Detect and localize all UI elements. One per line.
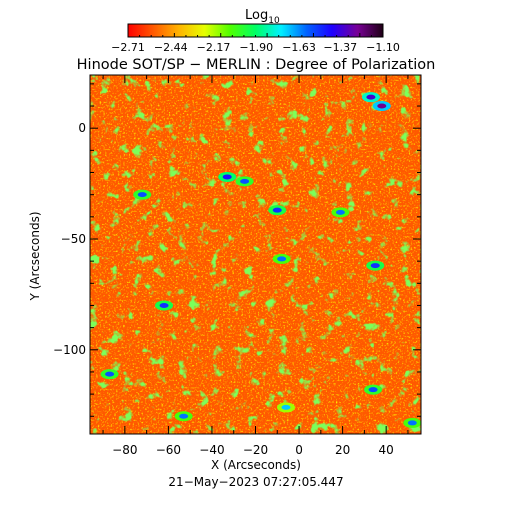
feature-core	[240, 178, 250, 184]
colorbar-tick-label: −2.71	[111, 41, 145, 54]
x-tick-label: −40	[199, 443, 224, 457]
heatmap-green-texture	[90, 75, 421, 434]
x-tick-label: 0	[295, 443, 303, 457]
heatmap-features	[100, 92, 421, 428]
feature-core	[407, 420, 417, 426]
feature-core	[335, 209, 345, 215]
feature-core	[272, 207, 282, 213]
feature-core	[281, 404, 291, 410]
colorbar-title-subscript: 10	[268, 16, 280, 26]
feature-core	[105, 371, 115, 377]
colorbar-tick-label: −1.37	[323, 41, 357, 54]
colorbar-ticks	[127, 33, 384, 37]
colorbar-tick-label: −1.10	[366, 41, 400, 54]
x-tick-label: −80	[112, 443, 137, 457]
x-tick-label: 20	[335, 443, 350, 457]
heatmap	[90, 75, 421, 434]
colorbar-title: Log10	[245, 8, 280, 26]
colorbar-tick-label: −1.63	[282, 41, 316, 54]
colorbar-tick-labels: −2.71 −2.44 −2.17 −1.90 −1.63 −1.37 −1.10	[111, 41, 400, 54]
x-tick-label: −20	[243, 443, 268, 457]
feature-core	[222, 174, 232, 180]
feature-core	[179, 413, 189, 419]
chart-title: Hinode SOT/SP − MERLIN : Degree of Polar…	[77, 57, 436, 73]
feature-core	[368, 387, 378, 393]
y-tick-label: −100	[53, 343, 86, 357]
y-tick-label: 0	[78, 121, 86, 135]
colorbar-tick-label: −2.44	[154, 41, 188, 54]
y-axis-ticks: 0 −50 −100	[53, 83, 421, 417]
colorbar-tick-label: −1.90	[239, 41, 273, 54]
feature-core	[370, 263, 380, 269]
feature-core	[377, 103, 387, 109]
y-tick-label: −50	[61, 232, 86, 246]
feature-core	[137, 192, 147, 198]
x-tick-label: −60	[156, 443, 181, 457]
x-tick-label: 40	[379, 443, 394, 457]
x-axis-ticks: −80 −60 −40 −20 0 20 40	[102, 75, 409, 457]
colorbar-title-log: Log	[245, 8, 268, 23]
x-axis-label: X (Arcseconds)	[211, 458, 301, 472]
colorbar-tick-label: −2.17	[197, 41, 231, 54]
feature-core	[159, 302, 169, 308]
y-axis-label: Y (Arcseconds)	[28, 211, 42, 301]
timestamp-footer: 21−May−2023 07:27:05.447	[168, 475, 343, 489]
feature-core	[277, 256, 287, 262]
feature-core	[366, 94, 376, 100]
